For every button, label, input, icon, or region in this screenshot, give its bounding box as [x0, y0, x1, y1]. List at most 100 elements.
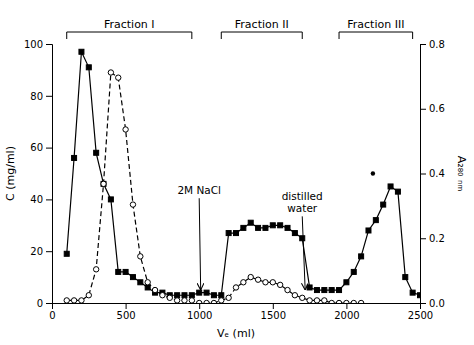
point [108, 70, 113, 75]
point [366, 228, 371, 233]
tick-mark [420, 303, 426, 304]
point [314, 298, 319, 303]
x-axis: 05001000150020002500 [49, 303, 433, 321]
fraction-bracket [221, 32, 302, 39]
annotation-text: 2M NaCl [177, 184, 221, 196]
series-points [371, 171, 375, 175]
point [226, 231, 231, 236]
tick: 1000 [187, 303, 212, 321]
tick-mark [346, 303, 347, 309]
point [278, 223, 283, 228]
tick-label: 0.8 [429, 39, 445, 50]
point [388, 184, 393, 189]
point [79, 298, 84, 303]
point [116, 269, 121, 274]
tick-label: 40 [30, 194, 43, 205]
point [410, 290, 415, 295]
point [300, 236, 305, 241]
tick: 500 [117, 303, 136, 321]
point [64, 251, 69, 256]
point [329, 300, 334, 303]
tick-mark [273, 303, 274, 309]
point [373, 218, 378, 223]
point [418, 293, 421, 298]
point [403, 275, 408, 280]
point [86, 293, 91, 298]
tick-label: 80 [30, 91, 43, 102]
point [270, 280, 275, 285]
point [256, 225, 261, 230]
tick-mark [420, 109, 426, 110]
point [336, 300, 341, 303]
chart: 050010001500200025000204060801000.00.20.… [0, 0, 474, 345]
tick-mark [46, 303, 52, 304]
point [234, 231, 239, 236]
y2-axis-title: A₂₈₀ ₙₘ [455, 156, 468, 192]
point [351, 300, 356, 303]
point [233, 285, 238, 290]
point [197, 300, 202, 303]
point [160, 293, 165, 298]
point [138, 280, 143, 285]
y2-axis: 0.0 0.2 0.4 0.6 0.8 [420, 39, 445, 309]
fraction-label: Fraction I [104, 18, 155, 31]
point [358, 300, 363, 303]
point [322, 298, 327, 303]
tick: 80 [30, 91, 52, 102]
point [371, 171, 375, 175]
point [204, 290, 209, 295]
series-line [67, 72, 361, 303]
tick: 0.6 [420, 103, 445, 114]
point [86, 65, 91, 70]
point [197, 290, 202, 295]
tick: 0.0 [420, 298, 445, 309]
tick-label: 500 [117, 310, 136, 321]
tick-mark [46, 199, 52, 200]
point [263, 225, 268, 230]
axis-line [53, 304, 421, 310]
tick-mark [46, 148, 52, 149]
fractions: Fraction IFraction IIFraction III [67, 18, 413, 39]
point [255, 277, 260, 282]
tick: 100 [24, 39, 52, 50]
tick-mark [199, 303, 200, 309]
tick-label: 2500 [408, 310, 433, 321]
series-points [64, 70, 364, 303]
plot: 050010001500200025000204060801000.00.20.… [24, 18, 445, 321]
annotation-arrow [199, 198, 200, 290]
series-points [64, 49, 420, 297]
point [263, 280, 268, 285]
point [130, 275, 135, 280]
point [94, 150, 99, 155]
tick: 1500 [261, 303, 286, 321]
tick: 0.8 [420, 39, 445, 50]
tick-mark [126, 303, 127, 309]
point [300, 295, 305, 300]
tick-label: 0.6 [429, 103, 445, 114]
annotation-text: distilledwater [282, 190, 323, 214]
point [241, 225, 246, 230]
point [285, 225, 290, 230]
tick-label: 20 [30, 246, 43, 257]
y-axis-title: C (mg/ml) [4, 146, 17, 201]
tick: 0.2 [420, 233, 445, 244]
tick-mark [420, 238, 426, 239]
tick: 20 [30, 246, 52, 257]
fraction-label: Fraction II [235, 18, 289, 31]
tick-mark [420, 174, 426, 175]
point [101, 181, 106, 186]
tick: 0 [37, 298, 52, 309]
tick-label: 0.4 [429, 168, 445, 179]
point [248, 274, 253, 279]
point [314, 288, 319, 293]
tick-mark [46, 251, 52, 252]
point [72, 155, 77, 160]
point [123, 269, 128, 274]
tick-label: 0.0 [429, 298, 445, 309]
marks [64, 49, 420, 303]
point [211, 293, 216, 298]
x-axis-title: Vₑ (ml) [217, 327, 255, 340]
point [329, 288, 334, 293]
point [322, 288, 327, 293]
tick-label: 0 [37, 298, 43, 309]
